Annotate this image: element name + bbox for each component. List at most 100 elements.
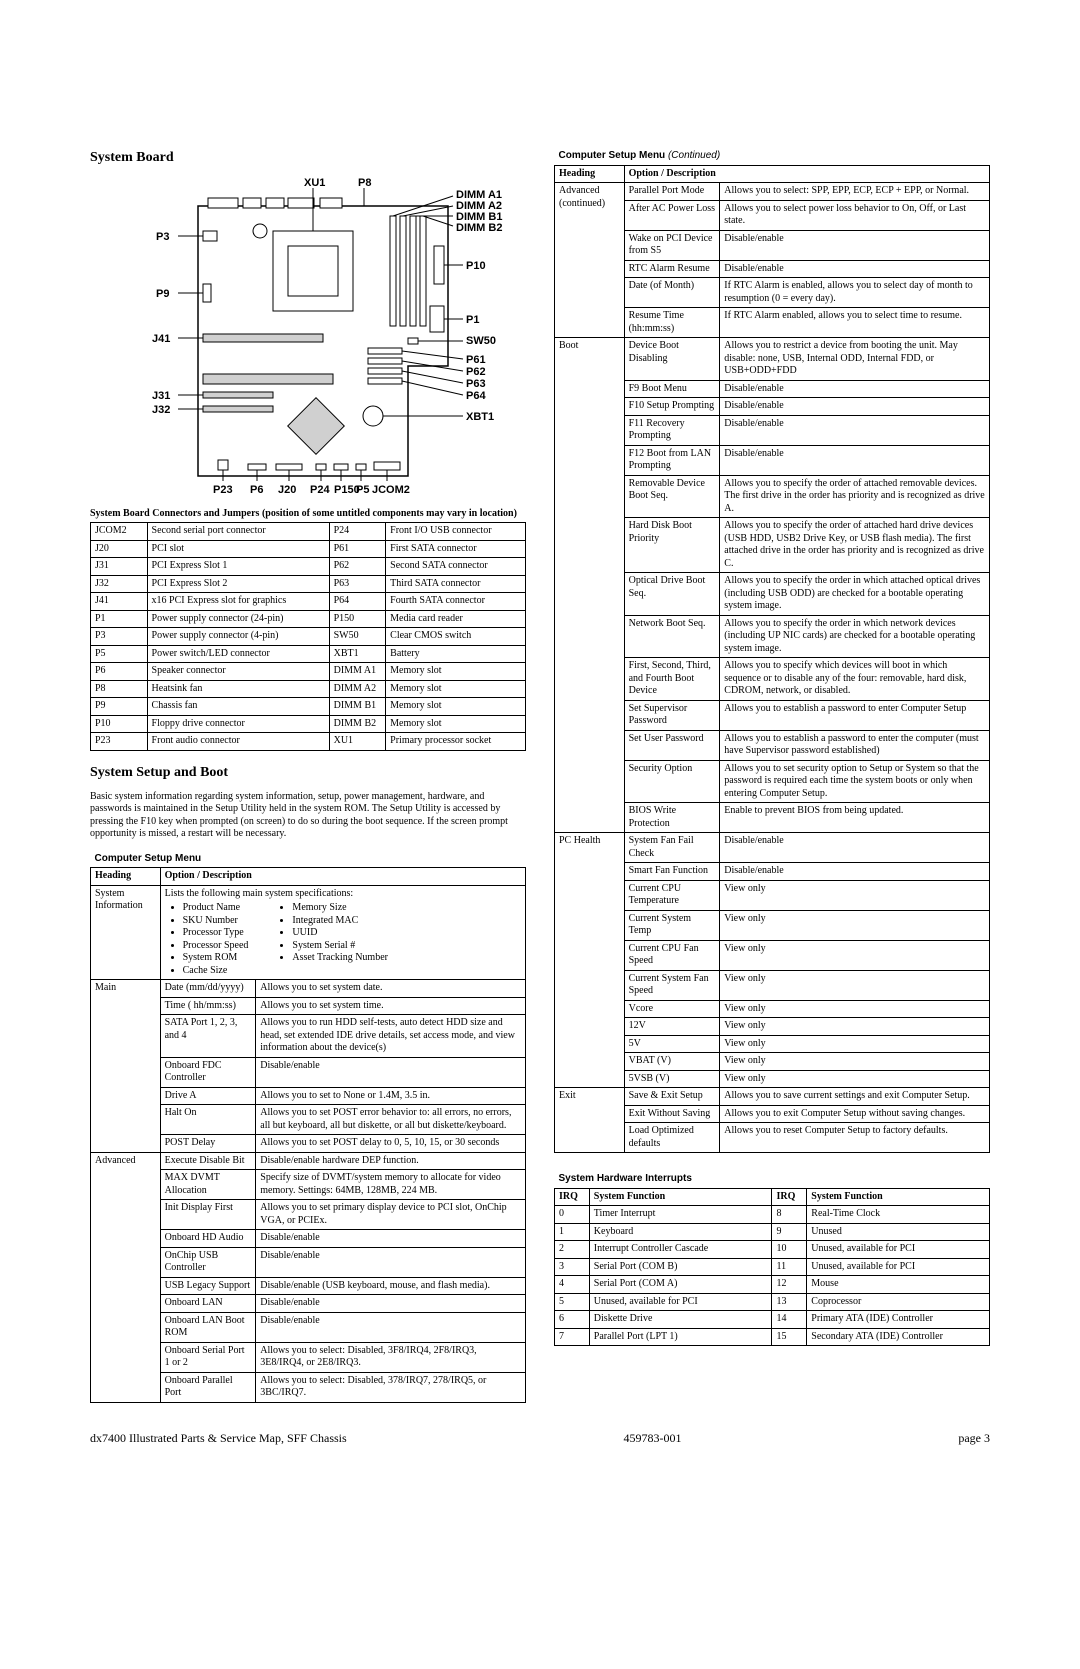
label-p8: P8 bbox=[358, 177, 371, 189]
table-cell: 4 bbox=[555, 1276, 590, 1294]
label-j32: J32 bbox=[152, 404, 170, 416]
label-j31: J31 bbox=[152, 390, 170, 402]
table-cell: Secondary ATA (IDE) Controller bbox=[807, 1328, 990, 1346]
desc-cell: Allows you to select: Disabled, 378/IRQ7… bbox=[256, 1372, 526, 1402]
desc-cell: If RTC Alarm is enabled, allows you to s… bbox=[720, 278, 990, 308]
table-cell: P3 bbox=[91, 628, 148, 646]
desc-cell: Allows you to specify the order of attac… bbox=[720, 475, 990, 518]
desc-cell: Allows you to set security option to Set… bbox=[720, 760, 990, 803]
table-row: 5Unused, available for PCI13Coprocessor bbox=[555, 1293, 990, 1311]
table-cell: P23 bbox=[91, 733, 148, 751]
label-p1: P1 bbox=[466, 314, 479, 326]
table-cell: 3 bbox=[555, 1258, 590, 1276]
system-setup-heading: System Setup and Boot bbox=[90, 765, 526, 781]
table-cell: P61 bbox=[329, 540, 386, 558]
table-row: 1Keyboard9Unused bbox=[555, 1223, 990, 1241]
option-cell: Exit Without Saving bbox=[624, 1105, 720, 1123]
left-column: System Board .lbl { font: 11px Arial, sa… bbox=[90, 148, 526, 1403]
table-cell: 10 bbox=[772, 1241, 807, 1259]
table-row: AdvancedExecute Disable BitDisable/enabl… bbox=[91, 1152, 526, 1170]
desc-cell: View only bbox=[720, 1053, 990, 1071]
desc-cell: Disable/enable bbox=[720, 230, 990, 260]
table-cell: JCOM2 bbox=[91, 523, 148, 541]
table-cell: Parallel Port (LPT 1) bbox=[589, 1328, 772, 1346]
desc-cell: Disable/enable bbox=[256, 1057, 526, 1087]
table-cell: DIMM B2 bbox=[329, 715, 386, 733]
table-cell: P64 bbox=[329, 593, 386, 611]
section-heading-cell: Advanced bbox=[91, 1152, 161, 1402]
option-cell: Halt On bbox=[160, 1105, 256, 1135]
table-cell: Timer Interrupt bbox=[589, 1206, 772, 1224]
table-cell: 15 bbox=[772, 1328, 807, 1346]
list-item: Cache Size bbox=[183, 965, 249, 978]
table-cell: Power switch/LED connector bbox=[147, 645, 329, 663]
desc-cell: Disable/enable bbox=[720, 833, 990, 863]
table-cell: Unused, available for PCI bbox=[589, 1293, 772, 1311]
desc-cell: Disable/enable bbox=[720, 398, 990, 416]
label-p62: P62 bbox=[466, 366, 486, 378]
option-cell: Onboard LAN bbox=[160, 1295, 256, 1313]
desc-cell: Allows you to set system time. bbox=[256, 997, 526, 1015]
option-cell: Date (of Month) bbox=[624, 278, 720, 308]
option-cell: F12 Boot from LAN Prompting bbox=[624, 445, 720, 475]
desc-cell: Allows you to specify the order in which… bbox=[720, 615, 990, 658]
irq-h3: IRQ bbox=[772, 1188, 807, 1206]
label-p5: P5 bbox=[356, 484, 369, 496]
table-cell: J31 bbox=[91, 558, 148, 576]
irq-h1: IRQ bbox=[555, 1188, 590, 1206]
option-cell: Resume Time (hh:mm:ss) bbox=[624, 308, 720, 338]
label-xbt1: XBT1 bbox=[466, 411, 494, 423]
table-row: P6Speaker connectorDIMM A1Memory slot bbox=[91, 663, 526, 681]
table-cell: 11 bbox=[772, 1258, 807, 1276]
desc-cell: View only bbox=[720, 1000, 990, 1018]
system-board-diagram: .lbl { font: 11px Arial, sans-serif; } .… bbox=[108, 176, 508, 496]
table-cell: P1 bbox=[91, 610, 148, 628]
table-row: BootDevice Boot DisablingAllows you to r… bbox=[555, 338, 990, 381]
table-row: PC HealthSystem Fan Fail CheckDisable/en… bbox=[555, 833, 990, 863]
table-cell: Clear CMOS switch bbox=[386, 628, 526, 646]
col-option-r: Option / Description bbox=[624, 165, 989, 183]
list-item: System Serial # bbox=[292, 940, 388, 953]
table-cell: Unused, available for PCI bbox=[807, 1241, 990, 1259]
label-p10: P10 bbox=[466, 260, 486, 272]
desc-cell: Disable/enable bbox=[256, 1312, 526, 1342]
option-cell: VBAT (V) bbox=[624, 1053, 720, 1071]
option-cell: Onboard HD Audio bbox=[160, 1230, 256, 1248]
desc-cell: View only bbox=[720, 1070, 990, 1088]
label-p24: P24 bbox=[310, 484, 330, 496]
option-cell: Drive A bbox=[160, 1087, 256, 1105]
table-cell: XU1 bbox=[329, 733, 386, 751]
option-cell: Current CPU Temperature bbox=[624, 880, 720, 910]
option-cell: Wake on PCI Device from S5 bbox=[624, 230, 720, 260]
col-heading: Heading bbox=[91, 868, 161, 886]
desc-cell: Allows you to specify which devices will… bbox=[720, 658, 990, 701]
table-cell: SW50 bbox=[329, 628, 386, 646]
table-cell: PCI slot bbox=[147, 540, 329, 558]
list-item: SKU Number bbox=[183, 915, 249, 928]
table-row: J32PCI Express Slot 2P63Third SATA conne… bbox=[91, 575, 526, 593]
table-row: P8Heatsink fanDIMM A2Memory slot bbox=[91, 680, 526, 698]
table-cell: 12 bbox=[772, 1276, 807, 1294]
table-row: J41x16 PCI Express slot for graphicsP64F… bbox=[91, 593, 526, 611]
connectors-caption: System Board Connectors and Jumpers (pos… bbox=[90, 508, 526, 520]
table-cell: Serial Port (COM B) bbox=[589, 1258, 772, 1276]
option-cell: Onboard Serial Port 1 or 2 bbox=[160, 1342, 256, 1372]
option-cell: POST Delay bbox=[160, 1135, 256, 1153]
irq-h2: System Function bbox=[589, 1188, 772, 1206]
option-cell: Save & Exit Setup bbox=[624, 1088, 720, 1106]
label-sw50: SW50 bbox=[466, 335, 496, 347]
section-heading-cell: Main bbox=[91, 980, 161, 1153]
irq-title: System Hardware Interrupts bbox=[555, 1171, 990, 1188]
desc-cell: Allows you to select power loss behavior… bbox=[720, 200, 990, 230]
table-cell: Heatsink fan bbox=[147, 680, 329, 698]
desc-cell: Allows you to save current settings and … bbox=[720, 1088, 990, 1106]
table-cell: x16 PCI Express slot for graphics bbox=[147, 593, 329, 611]
desc-cell: Allows you to specify the order in which… bbox=[720, 573, 990, 616]
option-cell: Hard Disk Boot Priority bbox=[624, 518, 720, 573]
table-cell: P6 bbox=[91, 663, 148, 681]
desc-cell: Allows you to select: Disabled, 3F8/IRQ4… bbox=[256, 1342, 526, 1372]
desc-cell: Enable to prevent BIOS from being update… bbox=[720, 803, 990, 833]
list-item: Asset Tracking Number bbox=[292, 952, 388, 965]
list-item: UUID bbox=[292, 927, 388, 940]
table-cell: Primary ATA (IDE) Controller bbox=[807, 1311, 990, 1329]
